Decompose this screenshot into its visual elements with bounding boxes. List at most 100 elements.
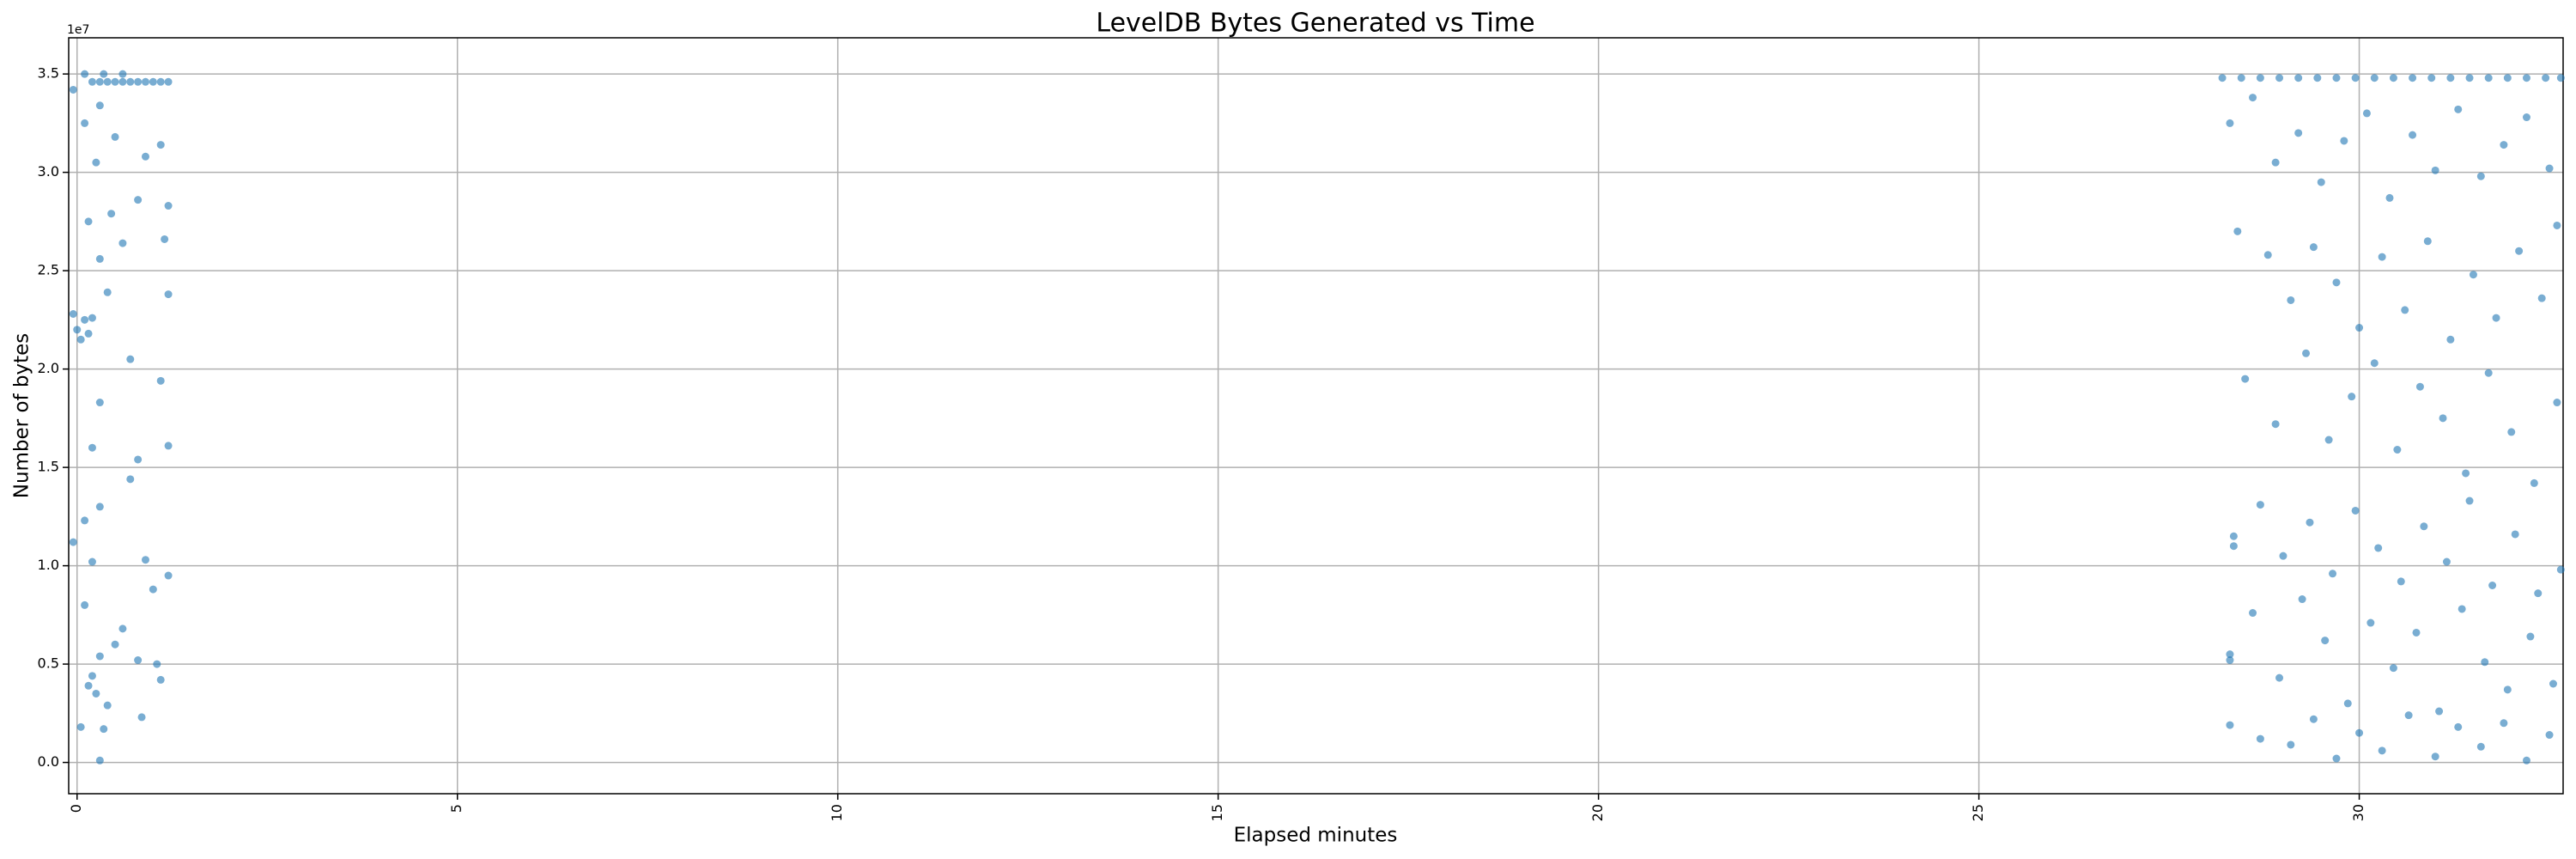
point (2256, 501, 2264, 509)
y-tick-label: 0.0 (38, 753, 59, 770)
point (81, 516, 89, 525)
point (2370, 74, 2379, 82)
point (2465, 74, 2474, 82)
point (2435, 707, 2444, 716)
point (103, 288, 112, 296)
point (2385, 193, 2394, 202)
point (107, 210, 116, 218)
point (2313, 74, 2322, 82)
point (156, 675, 165, 684)
point (2249, 94, 2257, 102)
point (2351, 74, 2360, 82)
point (2500, 719, 2508, 728)
point (2366, 618, 2375, 627)
point (2332, 754, 2341, 763)
point (134, 455, 143, 464)
point (2378, 746, 2386, 755)
point (76, 335, 85, 344)
point (88, 557, 96, 566)
point (118, 77, 127, 86)
point (88, 672, 96, 680)
point (103, 701, 112, 710)
point (2294, 129, 2303, 137)
point (95, 756, 104, 765)
x-axis-label: Elapsed minutes (1234, 825, 1398, 847)
point (2409, 74, 2417, 82)
x-tick-label: 30 (2350, 804, 2366, 821)
y-offset-label: 1e7 (67, 23, 89, 37)
point (2431, 752, 2439, 761)
point (2309, 243, 2318, 252)
point (2241, 375, 2250, 383)
point (2226, 721, 2234, 729)
point (2515, 247, 2524, 255)
point (81, 600, 89, 609)
point (2549, 679, 2557, 688)
point (2237, 74, 2245, 82)
point (118, 624, 127, 633)
point (2553, 399, 2561, 407)
point (2294, 74, 2303, 82)
point (2446, 335, 2455, 344)
point (2476, 172, 2485, 180)
point (134, 196, 143, 204)
y-tick-label: 1.0 (38, 557, 59, 573)
point (92, 158, 100, 167)
point (164, 290, 173, 299)
point (2256, 734, 2264, 743)
point (95, 77, 104, 86)
point (2492, 314, 2500, 322)
point (2439, 414, 2447, 423)
point (2530, 478, 2538, 487)
point (156, 77, 165, 86)
point (164, 442, 173, 450)
point (164, 202, 173, 210)
point (118, 70, 127, 78)
point (95, 652, 104, 661)
point (2553, 221, 2561, 229)
point (2370, 359, 2379, 368)
point (2454, 105, 2463, 113)
point (2454, 722, 2463, 731)
y-axis-label: Number of bytes (11, 333, 33, 499)
point (2229, 542, 2238, 551)
point (2556, 74, 2565, 82)
y-tick-label: 3.5 (38, 65, 59, 82)
point (2397, 577, 2405, 586)
x-tick-label: 25 (1970, 804, 1986, 821)
point (2309, 715, 2318, 723)
point (2298, 595, 2306, 604)
x-tick-label: 15 (1209, 804, 1225, 821)
point (134, 656, 143, 665)
point (2306, 518, 2314, 527)
x-tick-label: 20 (1589, 804, 1606, 821)
point (118, 239, 127, 247)
point (2446, 74, 2455, 82)
point (161, 235, 169, 243)
point (2393, 446, 2402, 454)
point (2389, 74, 2397, 82)
point (2423, 237, 2432, 246)
point (2271, 420, 2280, 429)
point (2522, 756, 2530, 765)
point (2279, 551, 2287, 560)
point (2542, 74, 2550, 82)
point (126, 355, 135, 363)
point (2427, 74, 2436, 82)
point (2355, 728, 2364, 737)
point (2442, 557, 2451, 566)
point (2271, 158, 2280, 167)
point (88, 314, 96, 322)
point (81, 315, 89, 324)
point (111, 77, 119, 86)
point (2481, 658, 2489, 667)
point (69, 538, 77, 546)
point (2431, 166, 2439, 174)
point (134, 77, 143, 86)
point (2226, 650, 2234, 659)
point (88, 443, 96, 452)
point (2233, 227, 2242, 235)
point (2537, 294, 2546, 302)
